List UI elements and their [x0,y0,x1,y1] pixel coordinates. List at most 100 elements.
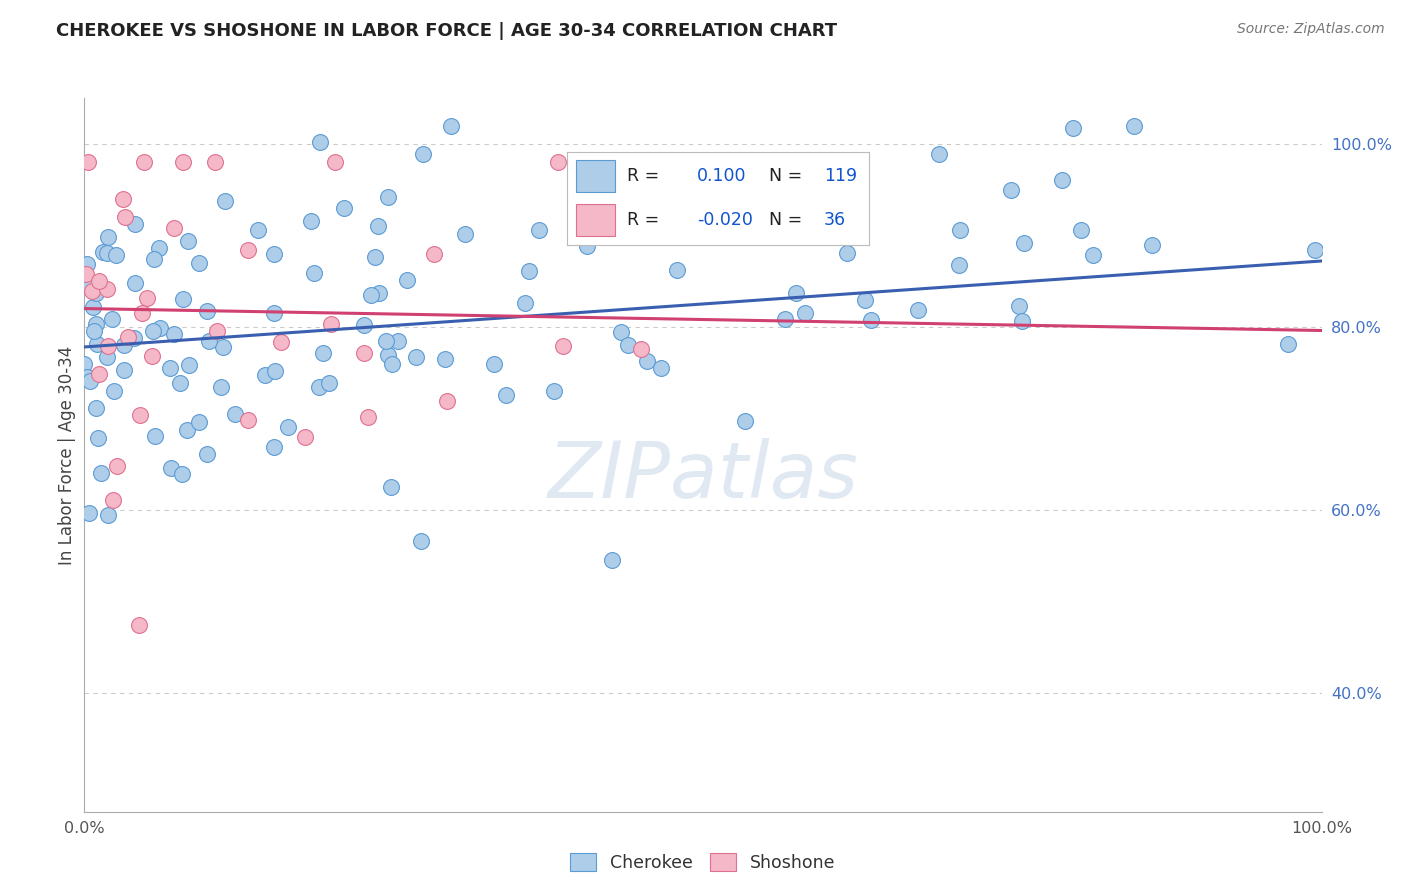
Point [263,364,285,378]
Point [513,295,536,310]
Point [76,369,98,384]
Point [86,286,108,301]
Point [195,447,218,461]
Point [87,368,110,382]
Point [323,155,346,169]
Text: 36: 36 [824,211,846,228]
Point [84,318,107,332]
Text: 119: 119 [824,167,858,185]
Point [263,440,285,454]
Point [176,423,198,437]
Point [103,384,125,398]
Point [86,337,108,351]
Point [364,250,387,264]
Point [224,407,246,421]
Point [124,218,146,232]
Point [377,190,399,204]
Point [101,311,124,326]
Point [495,388,517,402]
Point [96,350,118,364]
Point [381,357,404,371]
Point [76,257,98,271]
Point [1140,237,1163,252]
Point [1050,172,1073,186]
Point [270,334,292,349]
Point [773,312,796,326]
Point [105,248,128,262]
Point [238,413,260,427]
Point [214,194,236,209]
Point [134,155,156,169]
Point [209,380,232,394]
Point [253,368,276,383]
Text: -0.020: -0.020 [697,211,752,228]
Point [665,263,688,277]
Point [163,221,186,235]
Point [73,357,96,371]
Point [454,227,477,242]
Point [312,345,335,359]
Point [148,241,170,255]
Point [79,278,101,293]
Text: 0.100: 0.100 [697,167,747,185]
Point [177,234,200,248]
Point [547,155,569,169]
Legend: Cherokee, Shoshone: Cherokee, Shoshone [564,847,842,879]
Point [142,324,165,338]
Point [177,358,200,372]
Point [1070,222,1092,236]
Point [160,461,183,475]
Point [77,155,100,169]
Point [114,210,136,224]
Point [198,334,221,349]
Point [543,384,565,398]
Point [396,273,419,287]
Point [97,508,120,523]
Point [308,379,330,393]
Point [79,375,101,389]
Point [636,353,658,368]
Point [195,303,218,318]
Text: Source: ZipAtlas.com: Source: ZipAtlas.com [1237,22,1385,37]
Point [853,293,876,307]
Point [434,351,457,366]
Point [188,415,211,429]
Point [238,243,260,257]
Text: R =: R = [627,167,659,185]
Point [517,264,540,278]
Point [527,223,550,237]
Point [440,119,463,133]
Point [1122,119,1144,133]
Point [794,305,817,319]
Point [136,292,159,306]
Point [112,338,135,352]
Point [1000,183,1022,197]
Point [299,214,322,228]
Point [87,431,110,445]
Point [131,306,153,320]
Point [149,321,172,335]
Point [105,458,128,473]
Point [82,300,104,314]
Point [308,135,330,149]
Point [246,223,269,237]
Point [172,292,194,306]
Point [87,274,110,288]
Point [551,339,574,353]
Point [82,285,104,299]
Point [97,229,120,244]
Point [575,239,598,253]
Point [572,180,595,194]
Text: CHEROKEE VS SHOSHONE IN LABOR FORCE | AGE 30-34 CORRELATION CHART: CHEROKEE VS SHOSHONE IN LABOR FORCE | AG… [56,22,838,40]
Point [436,393,458,408]
Point [617,338,640,352]
Point [1008,299,1031,313]
Point [263,247,285,261]
Point [928,146,950,161]
FancyBboxPatch shape [576,204,616,235]
Point [789,157,811,171]
Point [77,506,100,520]
Point [172,155,194,169]
Point [948,258,970,272]
Point [205,324,228,338]
